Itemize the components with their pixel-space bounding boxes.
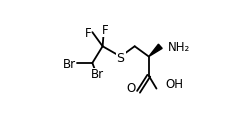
Text: F: F	[84, 27, 91, 40]
Polygon shape	[149, 44, 162, 56]
Text: Br: Br	[63, 58, 76, 71]
Text: F: F	[102, 24, 109, 37]
Text: Br: Br	[91, 68, 104, 81]
Text: NH₂: NH₂	[168, 41, 190, 54]
Text: OH: OH	[165, 78, 183, 91]
Text: O: O	[127, 82, 136, 95]
Text: S: S	[117, 51, 125, 65]
